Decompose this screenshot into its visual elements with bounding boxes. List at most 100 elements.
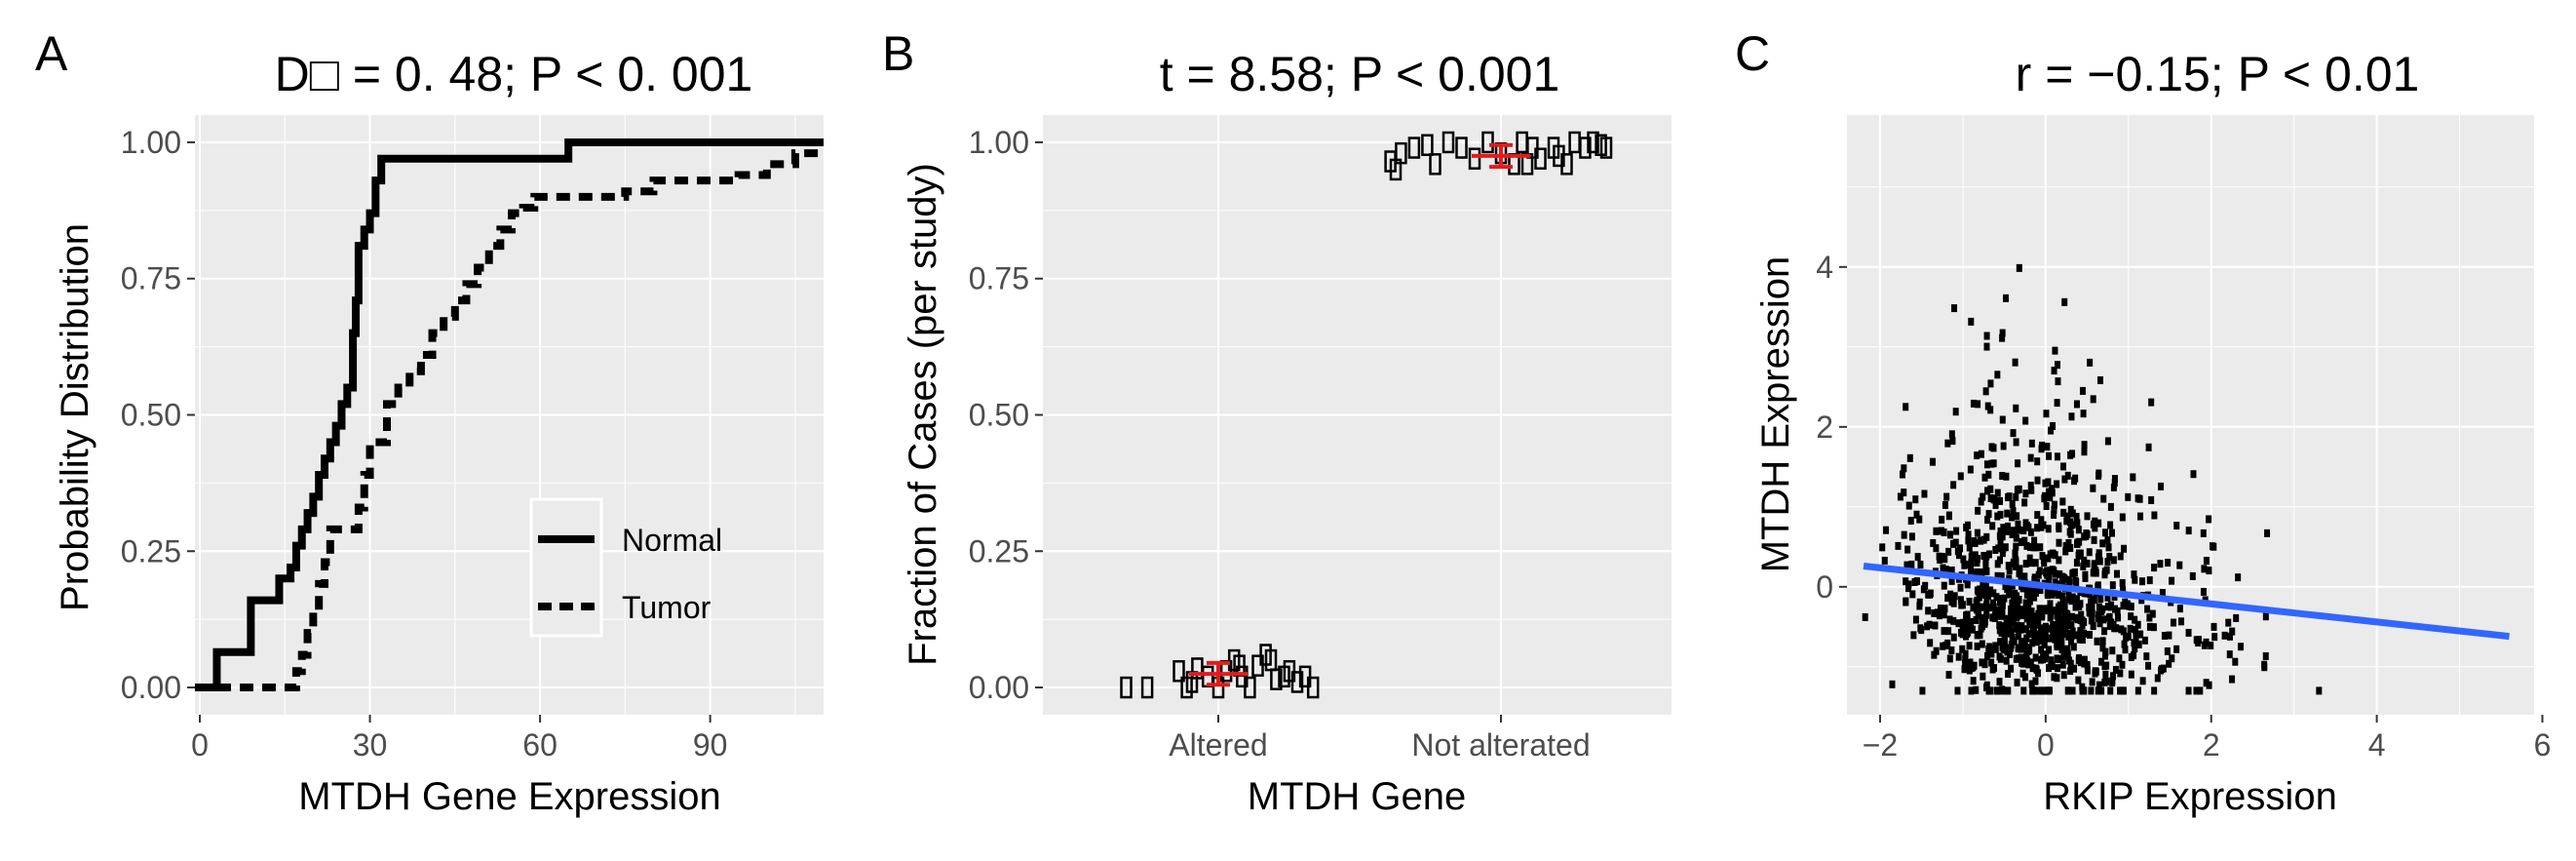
- data-point: [2185, 628, 2192, 637]
- data-point: [2034, 511, 2041, 520]
- data-point: [1980, 492, 1986, 501]
- panel-c-x-axis-title: RKIP Expression: [2043, 775, 2337, 818]
- data-point: [2073, 512, 2080, 521]
- data-point: [1984, 516, 1991, 525]
- data-point: [1980, 672, 1986, 681]
- data-point: [2014, 600, 2020, 608]
- data-point: [1981, 473, 1988, 482]
- data-point: [1966, 543, 1973, 552]
- data-point: [2100, 494, 2107, 503]
- data-point: [1987, 485, 1994, 493]
- data-point: [2067, 529, 2074, 538]
- data-point: [2029, 664, 2036, 673]
- data-point: [1976, 593, 1982, 602]
- data-point: [1992, 645, 1999, 653]
- data-point: [1950, 539, 1957, 548]
- data-point: [1958, 601, 1965, 609]
- data-point: [1897, 492, 1903, 501]
- data-point: [1599, 137, 1613, 159]
- y-tick-label: 0.25: [969, 533, 1029, 568]
- data-point: [2051, 367, 2057, 375]
- data-point: [2067, 505, 2074, 514]
- data-point: [2098, 657, 2105, 666]
- data-point: [1992, 500, 1999, 509]
- data-point: [1941, 581, 1947, 590]
- data-point: [1957, 472, 1964, 481]
- data-point: [2020, 572, 2027, 581]
- data-point: [1903, 598, 1909, 607]
- data-point: [1959, 645, 1966, 653]
- y-tick-label: 1.00: [121, 125, 181, 160]
- data-point: [1946, 615, 1953, 624]
- data-point: [1987, 686, 1994, 695]
- data-point: [1933, 527, 1940, 535]
- data-point: [2034, 620, 2041, 629]
- data-point: [1955, 652, 1962, 661]
- data-point: [1985, 510, 1992, 519]
- data-point: [2086, 603, 2093, 611]
- data-point: [2025, 523, 2032, 531]
- data-point: [2090, 622, 2096, 631]
- data-point: [2073, 595, 2080, 604]
- data-point: [2176, 605, 2183, 613]
- data-point: [2104, 437, 2111, 446]
- data-point: [2010, 617, 2017, 626]
- data-point: [2026, 591, 2033, 600]
- data-point: [2057, 635, 2064, 644]
- data-point: [2073, 400, 2080, 409]
- data-point: [2061, 297, 2068, 306]
- data-point: [1963, 632, 1970, 641]
- data-point: [2203, 638, 2210, 646]
- data-point: [1963, 611, 1970, 620]
- data-point: [2104, 535, 2111, 544]
- data-point: [2054, 643, 2060, 651]
- data-point: [2166, 659, 2172, 668]
- data-point: [1951, 592, 1958, 601]
- data-point: [2095, 582, 2101, 591]
- data-point: [2027, 453, 2034, 462]
- data-point: [1987, 379, 1994, 388]
- data-point: [1973, 598, 1980, 607]
- data-point: [1983, 610, 1990, 619]
- data-point: [2195, 639, 2202, 647]
- data-point: [2098, 686, 2105, 695]
- data-point: [2004, 509, 2011, 518]
- data-point: [1901, 464, 1907, 473]
- data-point: [1944, 439, 1951, 448]
- data-point: [2056, 538, 2062, 547]
- data-point: [2108, 618, 2115, 627]
- data-point: [2170, 618, 2176, 627]
- data-point: [2139, 577, 2146, 586]
- data-point: [2004, 527, 2011, 535]
- data-point: [2060, 671, 2067, 680]
- data-point: [1961, 665, 1968, 674]
- data-point: [2073, 559, 2080, 567]
- data-point: [1926, 620, 1933, 629]
- data-point: [2017, 565, 2023, 573]
- data-point: [2021, 536, 2028, 545]
- data-point: [2077, 627, 2084, 636]
- data-point: [2028, 607, 2035, 616]
- data-point: [2078, 610, 2085, 619]
- data-point: [2261, 660, 2268, 669]
- data-point: [1929, 457, 1936, 466]
- data-point: [2064, 471, 2071, 480]
- data-point: [1905, 580, 1912, 589]
- data-point: [1908, 532, 1915, 541]
- data-point: [2099, 605, 2106, 613]
- data-point: [2069, 627, 2076, 636]
- data-point: [2029, 686, 2036, 695]
- panel-letter-b: B: [882, 26, 914, 81]
- data-point: [2173, 522, 2180, 530]
- data-point: [2107, 521, 2114, 529]
- data-point: [2131, 570, 2137, 579]
- data-point: [1948, 576, 1955, 585]
- data-point: [2047, 624, 2054, 633]
- data-point: [2189, 571, 2196, 580]
- data-point: [2013, 438, 2019, 447]
- data-point: [2119, 660, 2126, 669]
- data-point: [1938, 527, 1944, 535]
- panel-c-y-axis-title: MTDH Expression: [1754, 256, 1797, 573]
- data-point: [2048, 656, 2055, 665]
- data-point: [1967, 658, 1974, 667]
